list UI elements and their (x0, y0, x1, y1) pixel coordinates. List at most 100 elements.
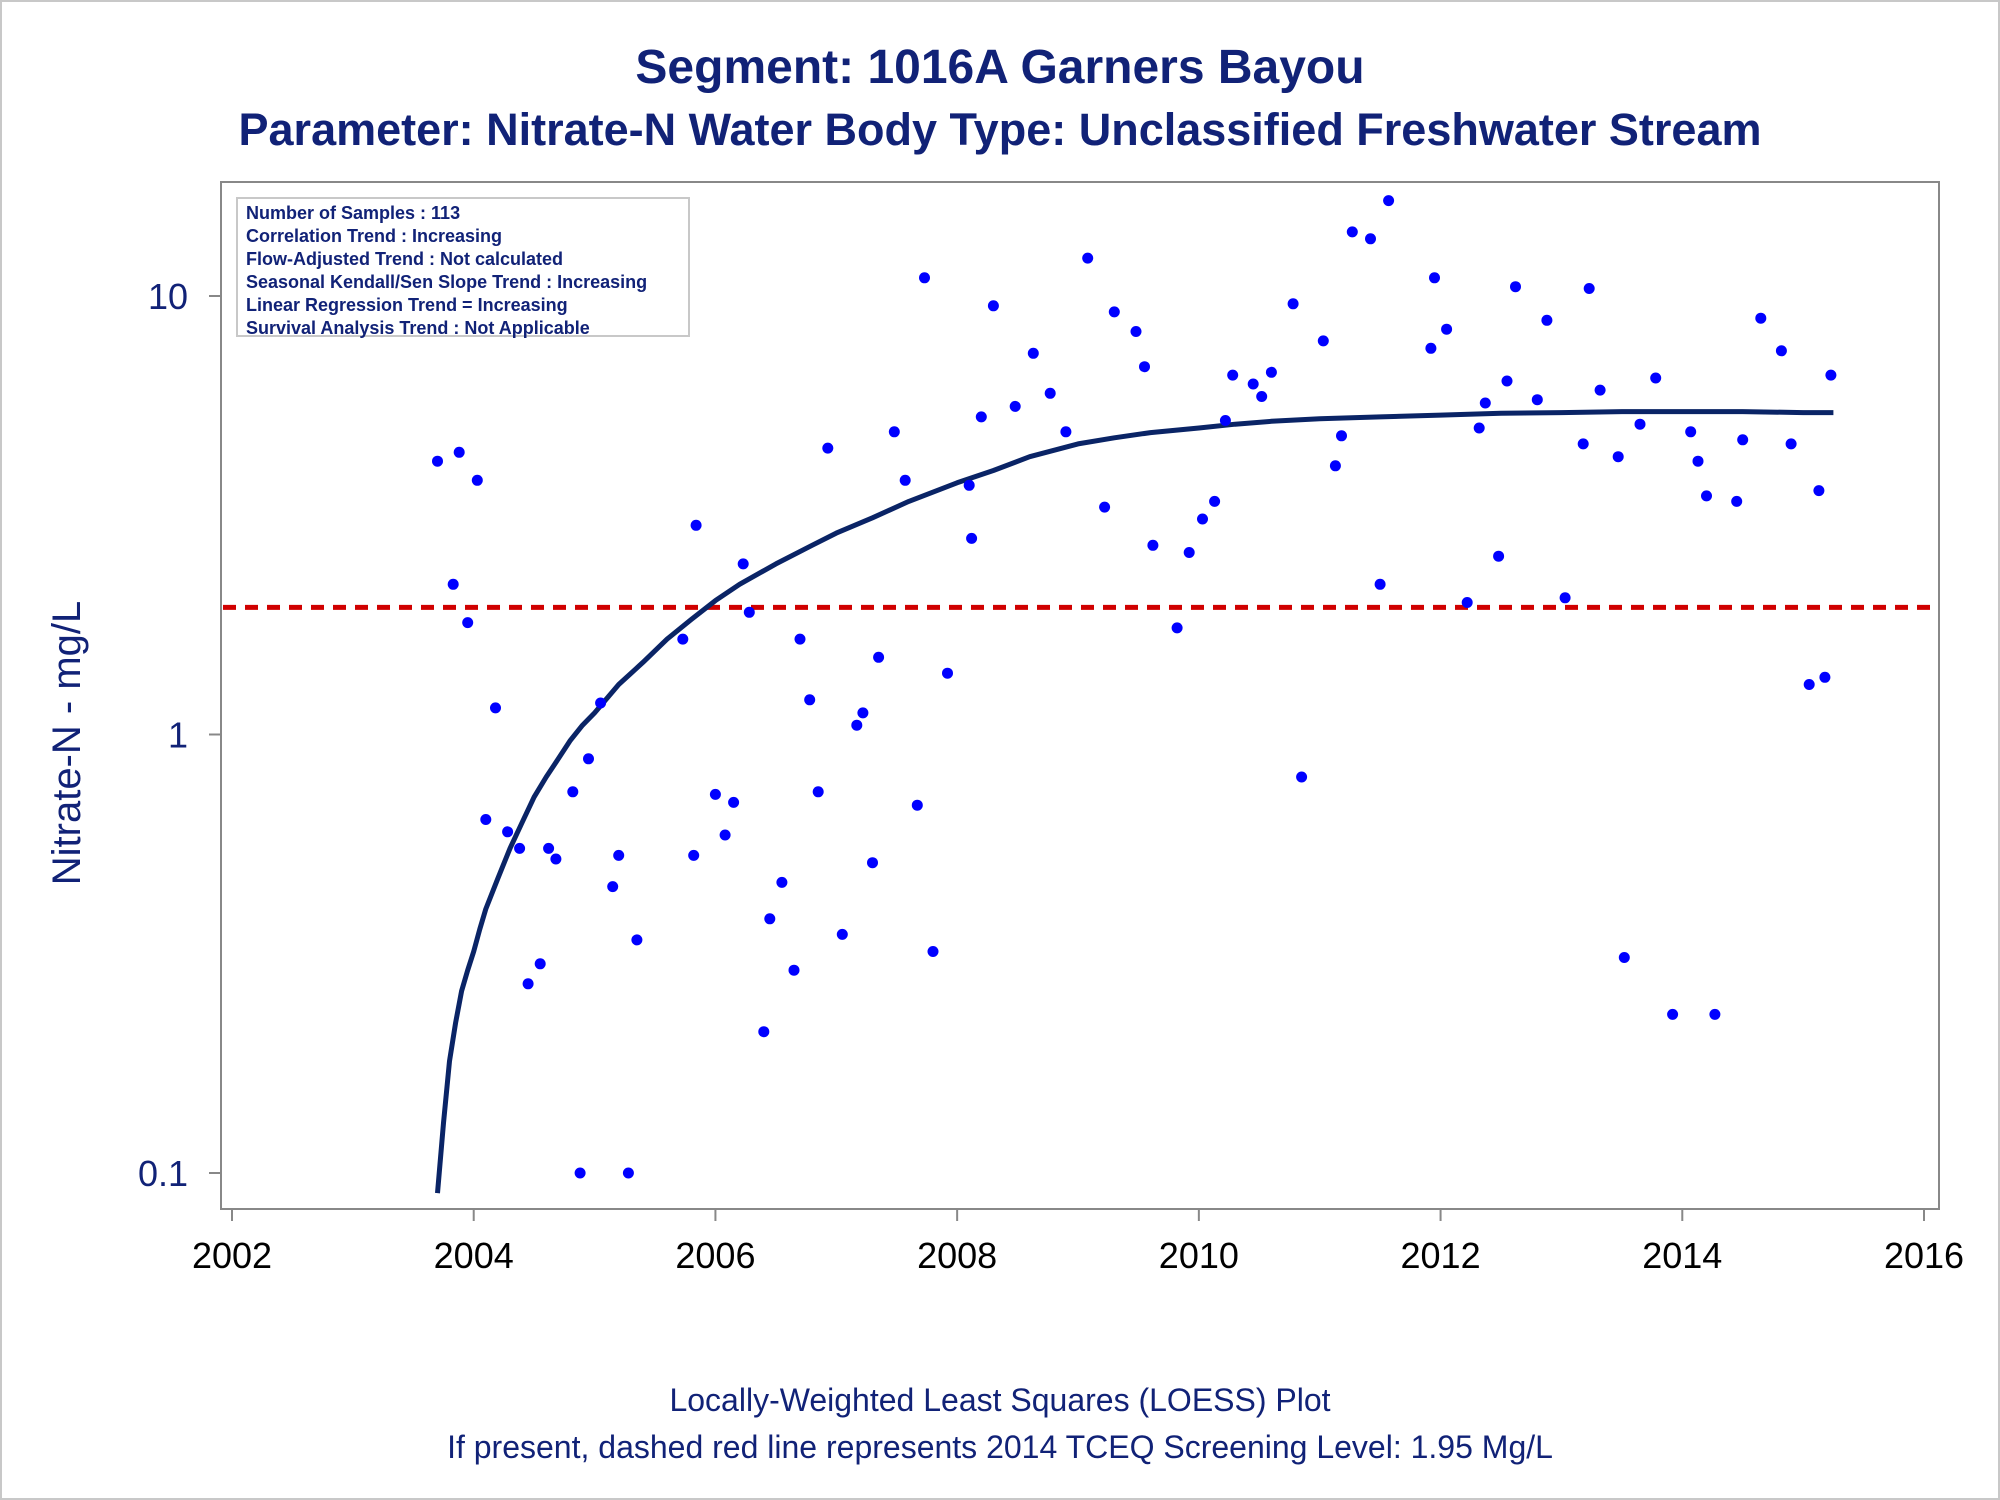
x-tick-label: 2012 (1401, 1235, 1481, 1276)
data-point (1227, 369, 1239, 381)
data-point (1099, 501, 1111, 513)
data-point (1813, 485, 1825, 497)
data-point (1317, 335, 1329, 347)
y-tick-label: 0.1 (138, 1153, 188, 1194)
data-point (919, 272, 930, 284)
data-point (867, 857, 878, 869)
x-tick-label: 2002 (192, 1235, 272, 1276)
y-tick-label: 1 (168, 715, 188, 756)
data-point (1209, 495, 1221, 507)
data-point (1219, 415, 1231, 426)
data-point (857, 707, 869, 719)
stats-line: Linear Regression Trend = Increasing (246, 295, 568, 315)
data-point (942, 667, 953, 679)
axes-layer: 2002 2004 2006 2008 2010 2012 2014 2016 0.1 1 10 (138, 276, 1964, 1276)
data-point (1336, 430, 1347, 442)
data-point (567, 786, 579, 798)
data-point (737, 558, 749, 570)
data-point (788, 964, 800, 976)
data-point (690, 519, 702, 531)
data-point (1618, 952, 1630, 963)
data-point (453, 446, 465, 458)
data-point (1803, 679, 1815, 690)
data-point (1171, 622, 1183, 634)
data-point (1197, 513, 1208, 525)
data-point (1441, 323, 1453, 335)
stats-line: Number of Samples : 113 (246, 203, 461, 223)
data-point (550, 853, 562, 865)
data-point (1473, 422, 1485, 434)
x-tick-label: 2014 (1642, 1235, 1722, 1276)
data-point (1060, 426, 1072, 438)
stats-line: Correlation Trend : Increasing (246, 226, 503, 246)
x-tick-label: 2008 (917, 1235, 997, 1276)
data-point (1667, 1008, 1679, 1020)
data-point (987, 300, 999, 312)
data-point (1634, 418, 1646, 430)
data-point (1247, 378, 1259, 390)
data-point (1147, 539, 1159, 551)
data-point (1692, 455, 1704, 467)
data-point (447, 578, 459, 590)
data-point (1709, 1008, 1721, 1020)
data-point (873, 651, 885, 663)
data-point (534, 958, 546, 970)
loess-curve (435, 409, 1834, 1194)
data-point (1139, 361, 1150, 373)
data-point (836, 928, 848, 940)
chart-subtitle: Parameter: Nitrate-N Water Body Type: Un… (238, 104, 1762, 155)
data-point (719, 829, 731, 841)
data-point (899, 474, 911, 486)
data-point (888, 426, 900, 438)
data-point (804, 694, 816, 706)
loess-layer (435, 409, 1834, 1194)
data-point (1501, 375, 1513, 387)
data-point (1775, 345, 1787, 357)
data-point (1531, 394, 1543, 406)
data-point (1819, 671, 1831, 683)
data-point (471, 474, 483, 486)
data-point (1429, 272, 1440, 284)
data-point (963, 479, 975, 491)
x-tick-label: 2010 (1159, 1235, 1239, 1276)
footnote-screening: If present, dashed red line represents 2… (447, 1429, 1553, 1465)
data-point (1685, 426, 1697, 438)
data-point (1737, 434, 1749, 446)
data-point (1009, 400, 1021, 412)
data-point (522, 978, 534, 990)
data-point (975, 411, 987, 423)
data-point (1082, 252, 1094, 264)
x-tick-label: 2016 (1884, 1235, 1964, 1276)
data-point (1183, 547, 1195, 558)
data-point (794, 633, 806, 645)
x-tick-label: 2004 (434, 1235, 514, 1276)
data-point (1479, 397, 1491, 409)
data-point (1785, 438, 1797, 450)
data-point (1650, 372, 1662, 384)
data-point (1583, 283, 1595, 294)
data-point (1559, 592, 1571, 604)
data-point (927, 946, 939, 957)
data-point (688, 849, 700, 861)
data-point (1493, 550, 1505, 562)
data-point (1108, 306, 1120, 318)
data-point (1130, 326, 1142, 337)
data-point (480, 814, 492, 825)
data-point (631, 934, 643, 946)
data-point (1825, 369, 1837, 381)
y-tick-label: 10 (148, 276, 188, 317)
data-point (709, 788, 721, 800)
chart-title: Segment: 1016A Garners Bayou (635, 41, 1365, 94)
data-point (1594, 384, 1606, 396)
data-point (514, 842, 526, 854)
data-point (822, 442, 834, 454)
data-point (1755, 312, 1767, 324)
data-point (1346, 226, 1358, 238)
data-point (462, 617, 474, 629)
data-point (1256, 391, 1268, 402)
data-point (743, 606, 755, 618)
data-point (1027, 347, 1039, 359)
data-point (1731, 495, 1743, 507)
data-point (1461, 597, 1473, 608)
data-point (758, 1026, 770, 1038)
